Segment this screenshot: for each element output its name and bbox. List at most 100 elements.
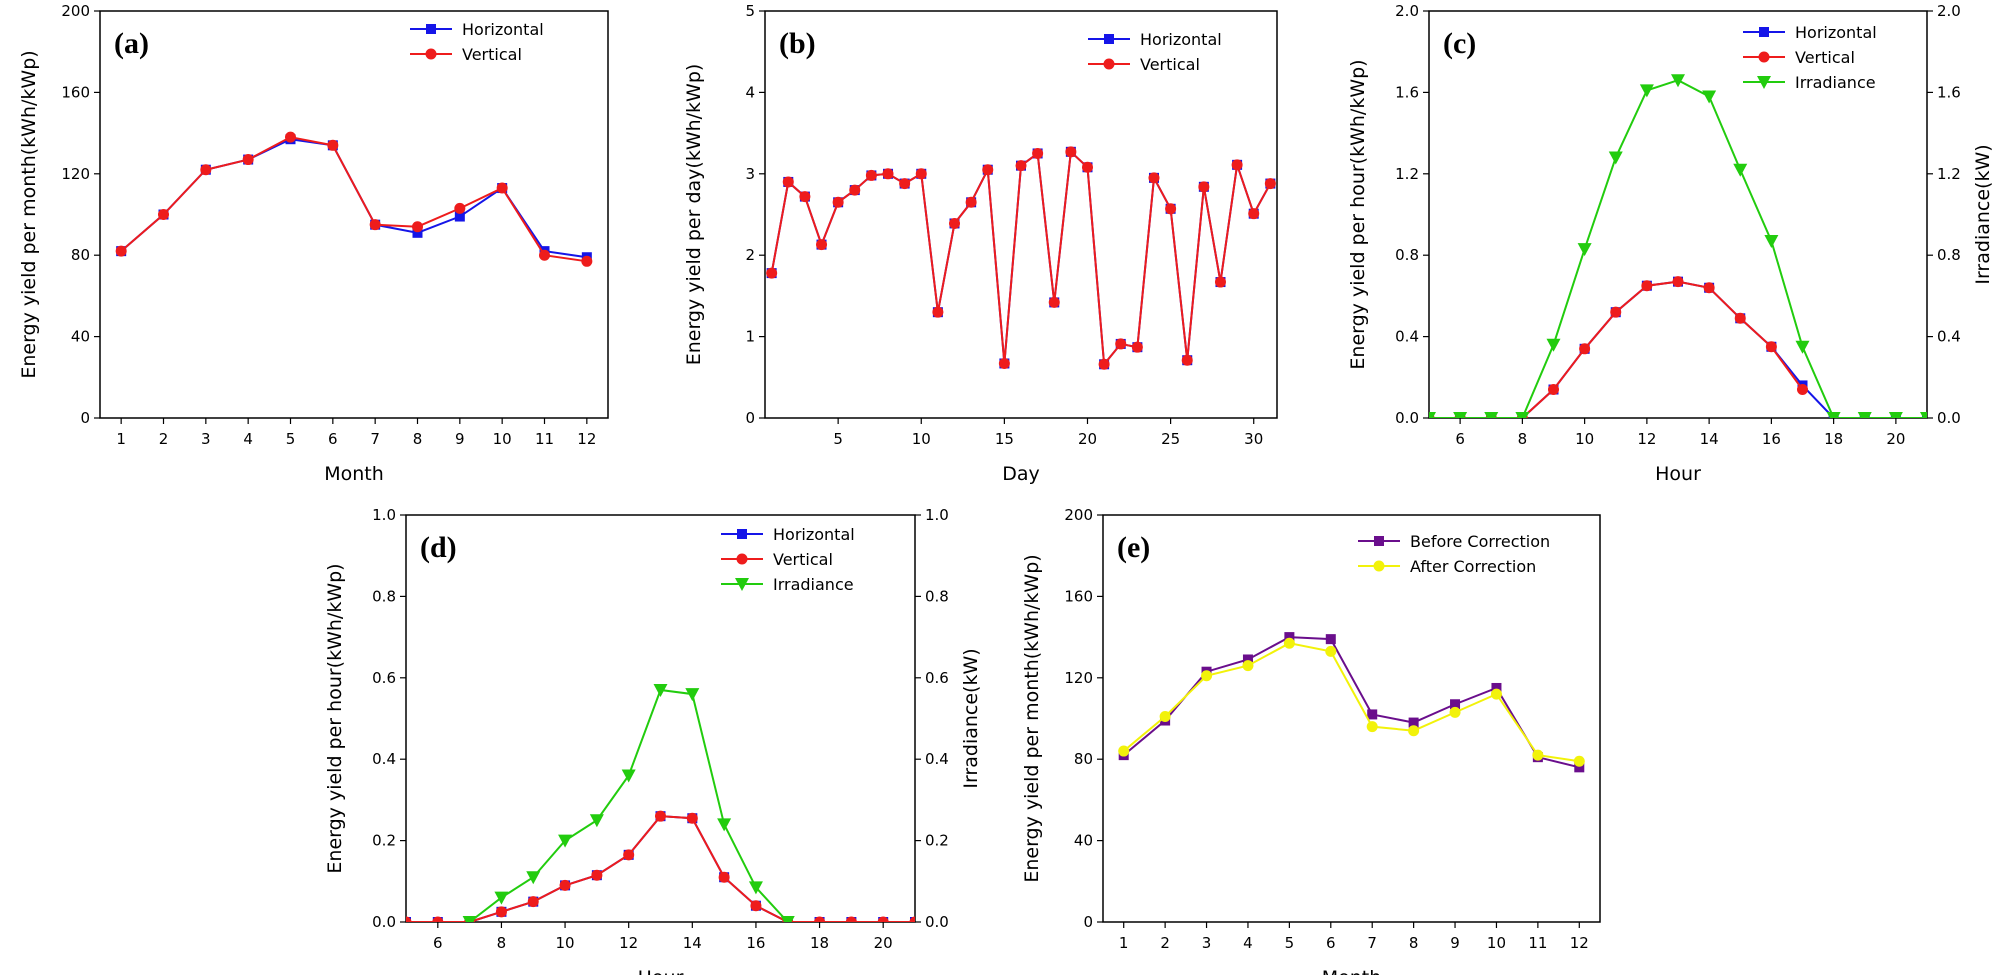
y-tick-label: 1.0 [372,506,396,524]
legend-label: Horizontal [773,525,855,544]
data-point [1672,276,1684,288]
data-point [1131,341,1143,353]
x-tick-label: 10 [556,934,575,952]
data-point [285,131,296,143]
x-tick-label: 4 [1243,934,1253,952]
x-tick-label: 16 [746,934,765,952]
data-point [718,871,730,883]
data-point [1639,84,1654,98]
series-line [469,688,789,922]
series-vertical [766,146,1276,370]
legend-marker [1103,58,1115,70]
data-point [1449,706,1461,718]
y-tick-label: 0.6 [372,669,396,687]
data-point [1429,412,1436,418]
data-point [780,916,795,922]
x-axis-label: Hour [638,967,684,975]
series-horizontal [406,811,915,922]
x-tick-label: 6 [433,934,443,952]
legend-label: Before Correction [1410,532,1550,551]
x-tick-label: 20 [1078,430,1097,448]
series-vertical [406,810,915,922]
data-point [1574,762,1585,773]
data-point [495,906,507,918]
y2-tick-label: 0.8 [925,587,949,605]
data-point [1159,710,1171,722]
y-axis-label: Energy yield per hour(kWh/kWp) [1347,59,1369,369]
y-tick-label: 3 [745,165,755,183]
data-point [1118,745,1130,757]
data-point [1367,709,1378,720]
data-point [1733,163,1748,177]
legend-label: After Correction [1410,557,1536,576]
legend-marker [1104,34,1114,44]
x-tick-label: 11 [1528,934,1547,952]
data-point [432,916,444,922]
x-tick-label: 12 [577,430,596,448]
y2-tick-label: 1.2 [1937,165,1961,183]
data-point [882,168,894,180]
data-point [1702,90,1717,104]
x-tick-label: 16 [1762,430,1781,448]
data-point [899,178,911,190]
series-irradiance [1429,74,1927,418]
data-point [1515,412,1530,418]
data-point [865,169,877,181]
data-point [832,196,844,208]
data-point [1765,341,1777,353]
y-tick-label: 2.0 [1395,2,1419,20]
x-tick-label: 8 [1409,934,1419,952]
x-tick-label: 4 [243,430,253,448]
data-point [1408,725,1420,737]
data-point [998,357,1010,369]
y-tick-label: 160 [61,83,90,101]
y-tick-label: 0.4 [372,750,396,768]
data-point [686,812,698,824]
x-tick-label: 1 [1119,934,1129,952]
x-tick-label: 8 [1518,430,1528,448]
x-axis-label: Month [324,463,384,485]
y-tick-label: 80 [71,246,90,264]
y-tick-label: 0.0 [372,913,396,931]
series-line [770,149,1272,367]
y2-axis-label: Irradiance(kW) [960,648,982,788]
data-point [1795,340,1810,354]
x-tick-label: 18 [1824,430,1843,448]
y2-tick-label: 0.6 [925,669,949,687]
y-tick-label: 0.8 [1395,246,1419,264]
x-tick-label: 20 [874,934,893,952]
data-point [1532,749,1544,761]
data-point [369,219,381,231]
data-point [412,221,423,233]
panel-c: 6 8 10 12 14 16 18 20 0.0 0.0 0.4 0.4 0.8 0.8 1.2 1.2 1.… [1347,2,1994,485]
data-point [1734,312,1746,324]
series-line [120,138,587,259]
y2-tick-label: 0.8 [1937,246,1961,264]
data-point [1764,234,1779,248]
y-tick-label: 80 [1074,750,1093,768]
legend-label: Horizontal [1795,23,1877,42]
panel-b: 5 10 15 20 25 30 0 1 2 3 4 5 Day Energy yield per day… [683,2,1278,485]
x-tick-label: 25 [1161,430,1180,448]
data-point [1214,276,1226,288]
y-tick-label: 4 [745,83,755,101]
x-axis-label: Hour [1655,463,1701,485]
data-point [406,916,412,922]
data-point [1098,358,1110,370]
y-tick-label: 0.0 [1395,409,1419,427]
x-axis-label: Day [1002,463,1040,485]
data-point [1573,755,1585,767]
data-point [750,900,762,912]
x-tick-label: 30 [1244,430,1263,448]
data-point [1548,384,1559,396]
series-horizontal [766,146,1276,370]
x-tick-label: 6 [1326,934,1336,952]
data-point [526,871,541,885]
data-point [909,916,915,922]
data-point [454,202,466,214]
data-point [454,211,465,222]
data-point [949,217,961,229]
y-tick-label: 160 [1064,587,1093,605]
data-point [1920,412,1927,418]
legend-marker [735,578,749,591]
